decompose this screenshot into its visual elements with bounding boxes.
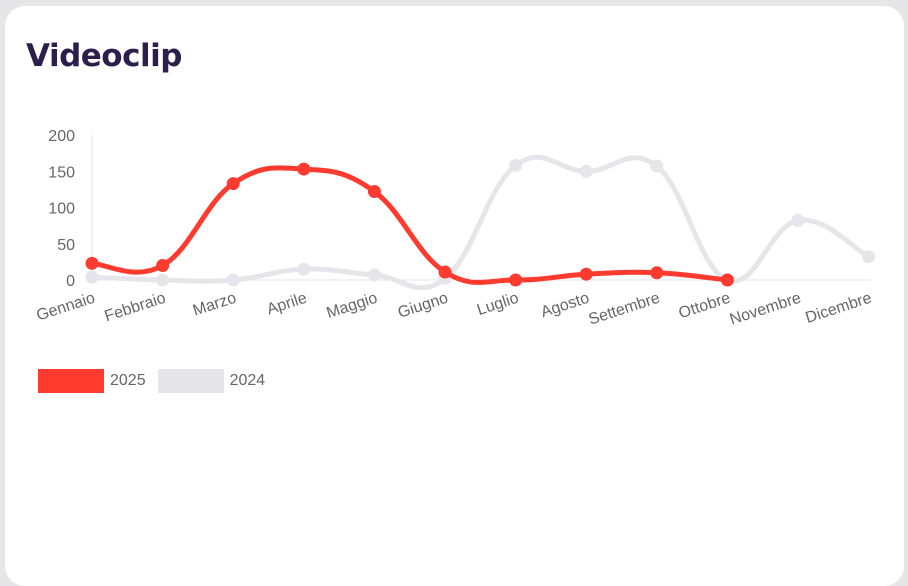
chart-legend: 2025 2024 bbox=[38, 369, 277, 393]
data-point-2024[interactable] bbox=[862, 250, 876, 264]
legend-item-2024[interactable]: 2024 bbox=[157, 369, 266, 393]
data-point-2025[interactable] bbox=[509, 273, 523, 287]
y-tick-label: 200 bbox=[48, 128, 75, 145]
series-line-2024 bbox=[89, 154, 872, 291]
data-point-2025[interactable] bbox=[720, 273, 734, 287]
x-tick-label: Luglio bbox=[475, 290, 521, 319]
data-point-2024[interactable] bbox=[579, 164, 593, 178]
data-point-2024[interactable] bbox=[367, 268, 381, 282]
data-point-2025[interactable] bbox=[579, 267, 593, 281]
x-tick-label: Agosto bbox=[539, 290, 592, 322]
x-tick-label: Settembre bbox=[587, 290, 663, 329]
x-tick-label: Gennaio bbox=[34, 290, 97, 325]
data-point-2024[interactable] bbox=[156, 273, 170, 287]
y-tick-label: 100 bbox=[48, 201, 75, 218]
data-point-2025[interactable] bbox=[156, 259, 170, 272]
x-tick-label: Maggio bbox=[324, 290, 379, 322]
data-point-2025[interactable] bbox=[650, 266, 664, 280]
card-title: Videoclip bbox=[26, 38, 182, 74]
y-tick-label: 150 bbox=[48, 164, 75, 181]
line-chart: 0 50 100 150 200 Gennaio Febbraio Marzo Aprile Ma… bbox=[34, 128, 876, 329]
data-point-2025[interactable] bbox=[226, 177, 240, 191]
legend-item-2025[interactable]: 2025 bbox=[38, 369, 146, 393]
y-tick-label: 0 bbox=[66, 273, 75, 290]
x-tick-label: Ottobre bbox=[677, 290, 733, 323]
data-point-2024[interactable] bbox=[791, 214, 805, 228]
data-point-2025[interactable] bbox=[85, 256, 99, 270]
data-point-2024[interactable] bbox=[650, 159, 664, 173]
x-tick-label: Dicembre bbox=[803, 290, 873, 327]
series-2024 bbox=[85, 154, 876, 291]
data-point-2024[interactable] bbox=[297, 262, 311, 276]
y-tick-label: 50 bbox=[57, 237, 75, 254]
data-point-2025[interactable] bbox=[297, 162, 311, 176]
x-tick-label: Marzo bbox=[191, 290, 239, 320]
legend-label-2024: 2024 bbox=[229, 372, 266, 389]
x-tick-label: Aprile bbox=[265, 290, 309, 319]
data-point-2024[interactable] bbox=[509, 158, 523, 172]
series-2025 bbox=[85, 162, 734, 287]
x-tick-label: Febbraio bbox=[103, 290, 168, 326]
data-point-2024[interactable] bbox=[226, 273, 240, 287]
x-tick-label: Giugno bbox=[396, 290, 450, 322]
data-point-2025[interactable] bbox=[438, 265, 452, 279]
chart-card: Videoclip 0 50 100 150 200 Gennaio Febbraio Mar… bbox=[5, 6, 904, 586]
data-point-2024[interactable] bbox=[85, 270, 99, 284]
legend-swatch-2024 bbox=[157, 369, 224, 393]
x-tick-label: Novembre bbox=[728, 290, 804, 329]
legend-label-2025: 2025 bbox=[110, 372, 146, 389]
data-point-2025[interactable] bbox=[367, 185, 381, 199]
legend-swatch-2025 bbox=[38, 369, 104, 393]
series-line-2025 bbox=[89, 165, 730, 285]
